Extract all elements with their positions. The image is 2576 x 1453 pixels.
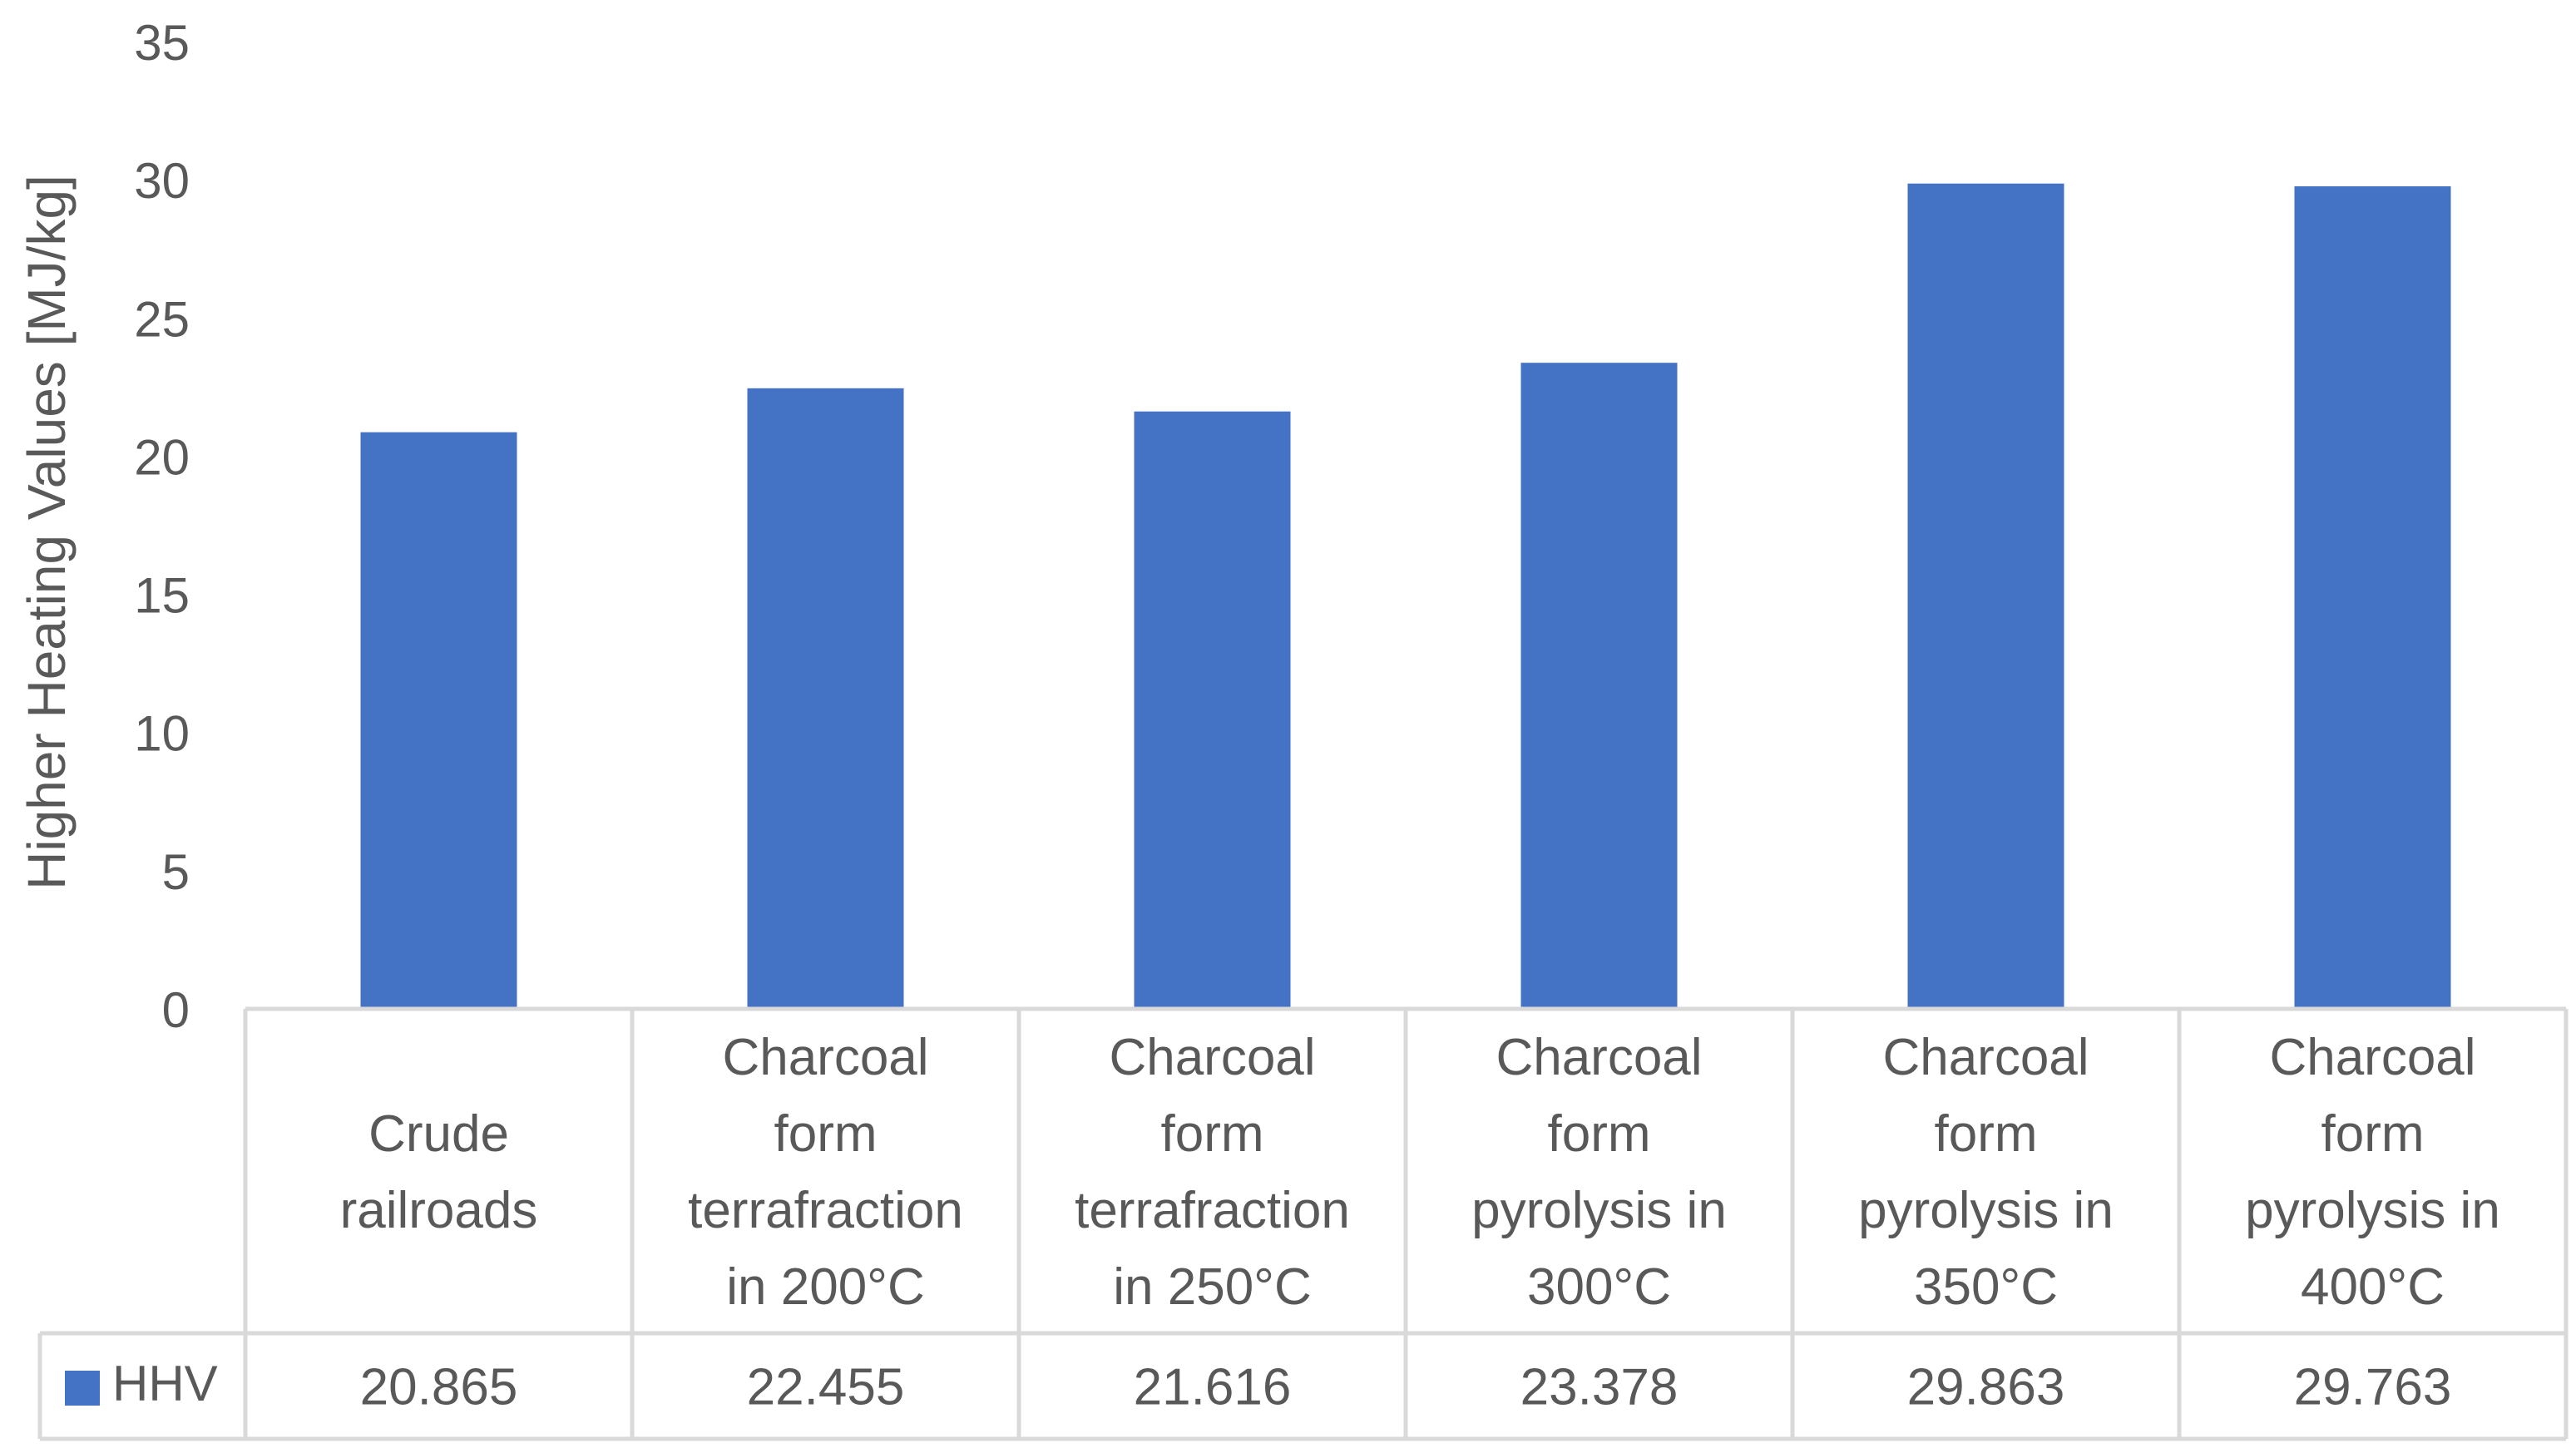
data-table-value: 23.378 — [1520, 1359, 1679, 1416]
bars — [360, 183, 2451, 1009]
data-table-value: 29.863 — [1907, 1359, 2065, 1416]
x-category-label: Charcoal form pyrolysis in 400°C — [2245, 1029, 2500, 1316]
data-table-value: 20.865 — [360, 1359, 518, 1416]
data-table-value: 22.455 — [747, 1359, 905, 1416]
legend-swatch-hhv — [65, 1371, 100, 1406]
y-axis-ticks: 0 5 10 15 20 25 30 35 — [134, 15, 190, 1038]
y-tick-label: 10 — [134, 706, 190, 762]
category-labels: Crude railroads Charcoal form terrafraction i… — [340, 1029, 2500, 1316]
bar — [1907, 183, 2064, 1009]
legend-label-hhv: HHV — [112, 1356, 218, 1411]
y-tick-label: 25 — [134, 291, 190, 347]
data-table-legend: HHV — [65, 1356, 218, 1411]
x-category-label: Charcoal form pyrolysis in 300°C — [1471, 1029, 1727, 1316]
bar — [360, 432, 517, 1009]
x-category-label: Charcoal form terrafraction in 250°C — [1075, 1029, 1350, 1316]
x-category-label: Charcoal form terrafraction in 200°C — [688, 1029, 963, 1316]
data-table-value: 21.616 — [1134, 1359, 1292, 1416]
y-tick-label: 0 — [162, 982, 190, 1038]
bar — [2294, 186, 2451, 1009]
data-table-values: 20.865 22.455 21.616 23.378 29.863 29.763 — [360, 1359, 2452, 1416]
bar — [1134, 411, 1291, 1009]
x-category-label: Crude railroads — [340, 1105, 538, 1239]
data-table-value: 29.763 — [2294, 1359, 2452, 1416]
x-category-label: Charcoal form pyrolysis in 350°C — [1858, 1029, 2114, 1316]
y-tick-label: 15 — [134, 568, 190, 624]
y-tick-label: 20 — [134, 429, 190, 485]
data-table-grid — [37, 1006, 2569, 1441]
y-tick-label: 35 — [134, 15, 190, 71]
y-tick-label: 30 — [134, 153, 190, 209]
y-axis-title-group: Higher Heating Values [MJ/kg] — [17, 175, 77, 890]
bar — [747, 388, 904, 1009]
y-tick-label: 5 — [162, 844, 190, 900]
y-axis-title: Higher Heating Values [MJ/kg] — [17, 175, 77, 890]
bar — [1520, 363, 1678, 1009]
